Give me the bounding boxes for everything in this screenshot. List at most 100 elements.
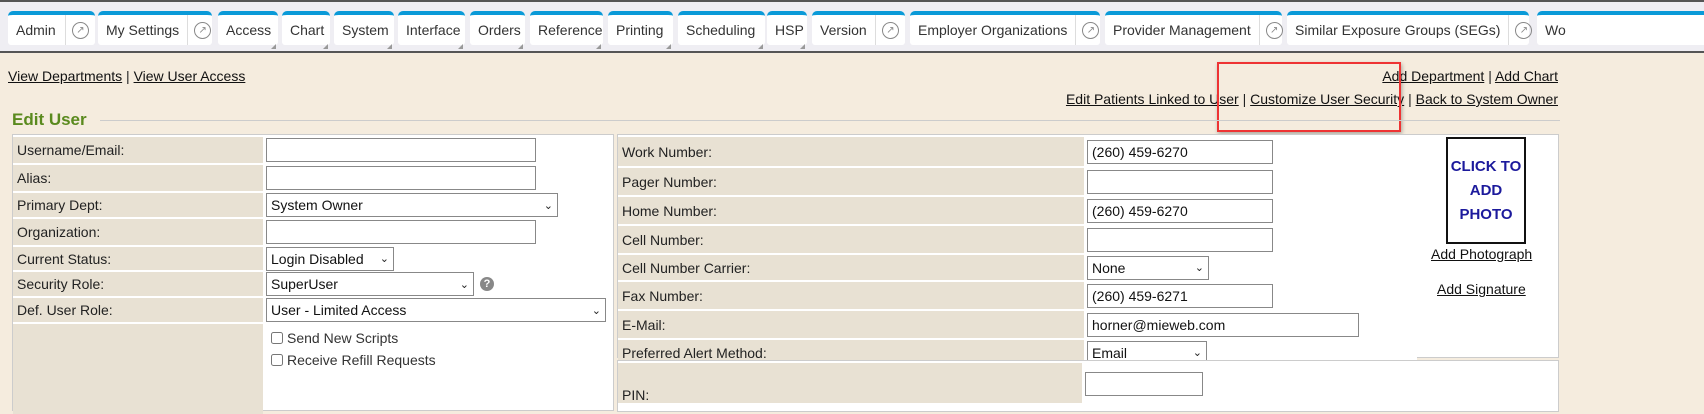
divider [100, 120, 1560, 121]
chevron-down-icon: ⌄ [459, 278, 469, 291]
open-external-button[interactable]: ↗ [187, 15, 217, 45]
open-external-button[interactable]: ↗ [875, 15, 905, 45]
external-link-icon: ↗ [882, 21, 899, 39]
chevron-down-icon: ⌄ [591, 304, 601, 317]
top-right-links: Add Department | Add Chart [1382, 68, 1558, 84]
work-input[interactable]: (260) 459-6270 [1087, 139, 1273, 164]
separator: | [1408, 91, 1412, 107]
separator: | [1242, 91, 1247, 107]
add-signature-link[interactable]: Add Signature [1437, 281, 1526, 297]
open-external-button[interactable]: ↗ [1075, 15, 1105, 45]
dropdown-indicator-icon [518, 44, 523, 49]
tab-label: Orders [478, 22, 521, 38]
dropdown-indicator-icon [758, 44, 763, 49]
external-link-icon: ↗ [1515, 21, 1533, 39]
security-role-select[interactable]: SuperUser ⌄ [266, 272, 474, 296]
tab-label: Scheduling [686, 22, 756, 38]
add-photo-placeholder[interactable]: CLICK TO ADD PHOTO [1446, 137, 1526, 244]
form-row-cell: Cell Number: [618, 226, 1417, 255]
carrier-label: Cell Number Carrier: [618, 255, 1084, 280]
view-user-access-link[interactable]: View User Access [133, 68, 246, 84]
tab-label: Version [820, 22, 867, 38]
checkbox-label: Receive Refill Requests [287, 352, 436, 368]
external-link-icon: ↗ [72, 21, 89, 39]
pin-input[interactable] [1085, 371, 1203, 396]
add-chart-link[interactable]: Add Chart [1494, 68, 1558, 84]
tab-label: Admin [16, 22, 56, 38]
home-input[interactable]: (260) 459-6270 [1087, 198, 1273, 223]
tab-hsp[interactable]: HSP [767, 11, 807, 49]
tab-wo[interactable]: Wo [1537, 11, 1704, 45]
work-value: (260) 459-6270 [1092, 143, 1188, 160]
form-row-pager: Pager Number: [618, 168, 1417, 197]
open-external-button[interactable]: ↗ [1258, 15, 1289, 45]
security-role-value: SuperUser [271, 276, 338, 292]
checkbox-label: Send New Scripts [287, 330, 399, 346]
open-external-button[interactable]: ↗ [1508, 15, 1538, 45]
tab-employer-organizations[interactable]: Employer Organizations ↗ [910, 11, 1100, 45]
tab-label: Printing [616, 22, 664, 38]
tab-label: Similar Exposure Groups (SEGs) [1295, 22, 1501, 38]
tab-label: Reference [538, 22, 603, 38]
add-department-link[interactable]: Add Department [1382, 68, 1485, 84]
dropdown-indicator-icon [458, 44, 463, 49]
dropdown-indicator-icon [596, 44, 601, 49]
organization-label: Organization: [13, 219, 263, 245]
tab-label: Chart [290, 22, 325, 38]
tab-orders[interactable]: Orders [470, 11, 525, 49]
current-status-select[interactable]: Login Disabled ⌄ [266, 246, 394, 271]
customize-user-security-link[interactable]: Customize User Security [1250, 91, 1405, 107]
tab-label: Wo [1545, 22, 1566, 38]
dropdown-indicator-icon [323, 44, 328, 49]
tab-my-settings[interactable]: My Settings ↗ [98, 11, 212, 45]
dropdown-indicator-icon [800, 44, 805, 49]
tab-reference[interactable]: Reference [530, 11, 603, 49]
add-photograph-link[interactable]: Add Photograph [1431, 246, 1533, 262]
tab-provider-management[interactable]: Provider Management ↗ [1105, 11, 1283, 45]
help-icon[interactable]: ? [480, 277, 494, 291]
tab-scheduling[interactable]: Scheduling [678, 11, 765, 49]
pin-panel: PIN: [617, 360, 1559, 412]
pager-input[interactable] [1087, 169, 1273, 194]
tab-admin[interactable]: Admin ↗ [8, 11, 95, 45]
cell-label: Cell Number: [618, 226, 1084, 253]
tab-chart[interactable]: Chart [282, 11, 330, 49]
username-input[interactable] [266, 138, 536, 162]
chevron-down-icon: ⌄ [1194, 262, 1204, 274]
view-departments-link[interactable]: View Departments [8, 68, 123, 84]
form-row-def-user-role: Def. User Role: User - Limited Access ⌄ [13, 298, 611, 324]
tab-similar-exposure-groups-segs-[interactable]: Similar Exposure Groups (SEGs) ↗ [1287, 11, 1533, 45]
tab-system[interactable]: System [334, 11, 394, 49]
def-user-role-select[interactable]: User - Limited Access ⌄ [266, 298, 606, 322]
alert-value: Email [1092, 344, 1128, 361]
open-external-button[interactable]: ↗ [65, 15, 95, 45]
form-row-email: E-Mail: horner@mieweb.com [618, 311, 1417, 340]
security-role-label: Security Role: [13, 272, 263, 296]
tab-label: System [342, 22, 389, 38]
send-new-scripts-checkbox[interactable]: Send New Scripts [271, 330, 436, 346]
tab-access[interactable]: Access [218, 11, 278, 49]
tab-printing[interactable]: Printing [608, 11, 673, 49]
email-input[interactable]: horner@mieweb.com [1087, 312, 1359, 337]
pager-label: Pager Number: [618, 168, 1084, 195]
cell-input[interactable] [1087, 227, 1273, 252]
tab-label: Interface [406, 22, 461, 38]
primary-dept-select[interactable]: System Owner ⌄ [266, 193, 558, 217]
work-label: Work Number: [618, 137, 1084, 166]
alias-input[interactable] [266, 166, 536, 190]
back-to-system-owner-link[interactable]: Back to System Owner [1415, 91, 1558, 107]
tab-version[interactable]: Version ↗ [812, 11, 905, 45]
top-left-links: View Departments | View User Access [8, 68, 245, 84]
user-action-links: Edit Patients Linked to User | Customize… [1066, 91, 1558, 107]
tab-label: HSP [775, 22, 804, 38]
form-row-security-role: Security Role: SuperUser ⌄? [13, 272, 611, 298]
tab-interface[interactable]: Interface [398, 11, 465, 49]
carrier-select[interactable]: None ⌄ [1087, 255, 1209, 280]
fax-input[interactable]: (260) 459-6271 [1087, 283, 1273, 308]
primary-dept-label: Primary Dept: [13, 193, 263, 217]
chevron-down-icon: ⌄ [543, 199, 553, 212]
edit-patients-link[interactable]: Edit Patients Linked to User [1065, 91, 1239, 107]
def-user-role-value: User - Limited Access [271, 302, 407, 318]
receive-refill-requests-checkbox[interactable]: Receive Refill Requests [271, 352, 436, 368]
organization-input[interactable] [266, 220, 536, 244]
